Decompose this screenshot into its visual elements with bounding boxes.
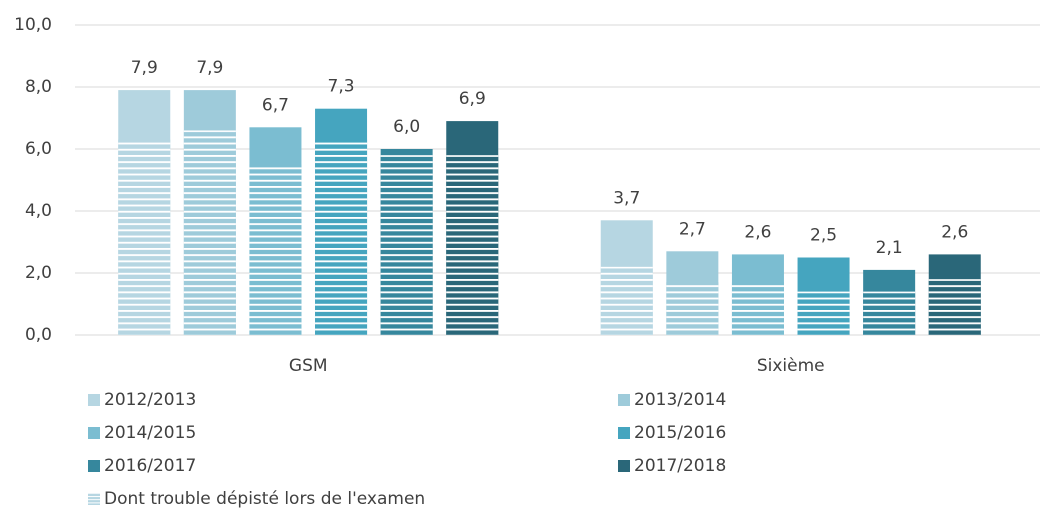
bar-subset — [183, 130, 236, 335]
legend-swatch — [618, 460, 630, 472]
data-label: 6,7 — [262, 95, 289, 115]
legend-label: 2013/2014 — [634, 390, 726, 410]
legend-swatch — [88, 427, 100, 439]
data-label: 7,9 — [131, 58, 158, 78]
bar-subset — [446, 155, 499, 335]
bar-subset — [731, 282, 784, 335]
bar-subset — [863, 291, 916, 335]
legend-label: Dont trouble dépisté lors de l'examen — [104, 489, 425, 508]
y-tick-label: 8,0 — [25, 77, 52, 97]
bar-subset — [666, 282, 719, 335]
legend-label: 2017/2018 — [634, 456, 726, 476]
data-label: 3,7 — [613, 188, 640, 208]
bar-subset — [249, 164, 302, 335]
x-tick-label: Sixième — [757, 356, 825, 376]
legend-label: 2014/2015 — [104, 423, 196, 443]
y-tick-label: 10,0 — [14, 15, 52, 35]
legend-label: 2016/2017 — [104, 456, 196, 476]
x-tick-label: GSM — [289, 356, 328, 376]
bar-subset — [600, 266, 653, 335]
data-label: 2,5 — [810, 226, 837, 246]
data-label: 2,6 — [941, 222, 968, 242]
bar-subset — [380, 155, 433, 335]
data-label: 7,3 — [328, 77, 355, 97]
legend-swatch — [618, 394, 630, 406]
y-tick-label: 0,0 — [25, 325, 52, 345]
data-label: 2,7 — [679, 219, 706, 239]
legend-swatch — [88, 460, 100, 472]
bar-subset — [315, 139, 368, 335]
data-label: 6,9 — [459, 89, 486, 109]
data-label: 7,9 — [196, 58, 223, 78]
data-label: 2,1 — [876, 238, 903, 258]
bar-subset — [797, 291, 850, 335]
legend-swatch — [618, 427, 630, 439]
bar-subset — [928, 279, 981, 335]
y-tick-label: 2,0 — [25, 263, 52, 283]
bar-subset — [118, 139, 171, 335]
legend-label: 2015/2016 — [634, 423, 726, 443]
data-label: 6,0 — [393, 117, 420, 137]
legend-swatch — [88, 394, 100, 406]
legend-label: 2012/2013 — [104, 390, 196, 410]
legend-swatch — [88, 493, 100, 505]
data-label: 2,6 — [744, 222, 771, 242]
y-tick-label: 4,0 — [25, 201, 52, 221]
y-tick-label: 6,0 — [25, 139, 52, 159]
